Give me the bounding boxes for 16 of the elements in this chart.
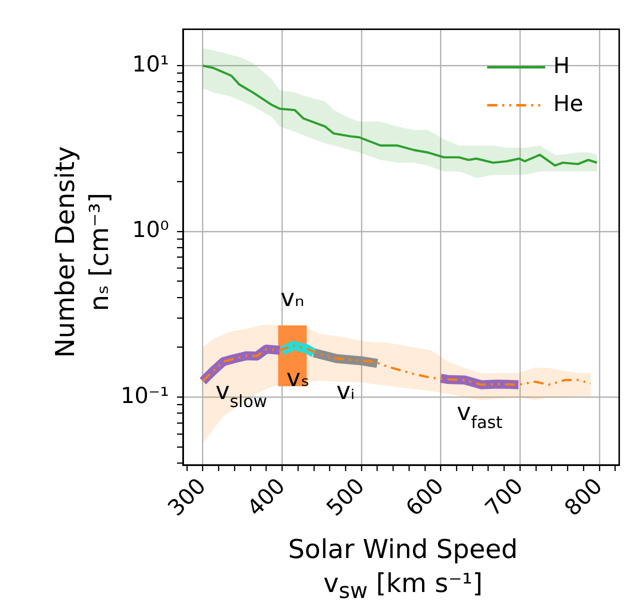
- y-axis-title: Number Density nₛ [cm⁻³]: [50, 145, 116, 360]
- x-tick-label: 700: [480, 474, 528, 522]
- x-axis-title: Solar Wind Speed v$_{sw}$ [km s⁻¹]: [287, 534, 519, 606]
- y-tick-label: 10⁰: [132, 218, 170, 244]
- series-label: vᵢ: [336, 376, 355, 405]
- x-tick-label: 800: [560, 474, 608, 522]
- legend-label: H: [553, 54, 570, 79]
- x-tick-label: 300: [164, 474, 212, 522]
- line-series: [202, 344, 592, 386]
- series-label: vₙ: [280, 284, 304, 312]
- legend-label: He: [553, 92, 584, 117]
- y-tick-label: 10⁻¹: [120, 384, 169, 409]
- x-tick-label: 600: [402, 474, 450, 522]
- y-tick-label: 10¹: [132, 52, 169, 78]
- x-tick-label: 400: [243, 474, 290, 522]
- x-tick-label: 500: [322, 474, 370, 522]
